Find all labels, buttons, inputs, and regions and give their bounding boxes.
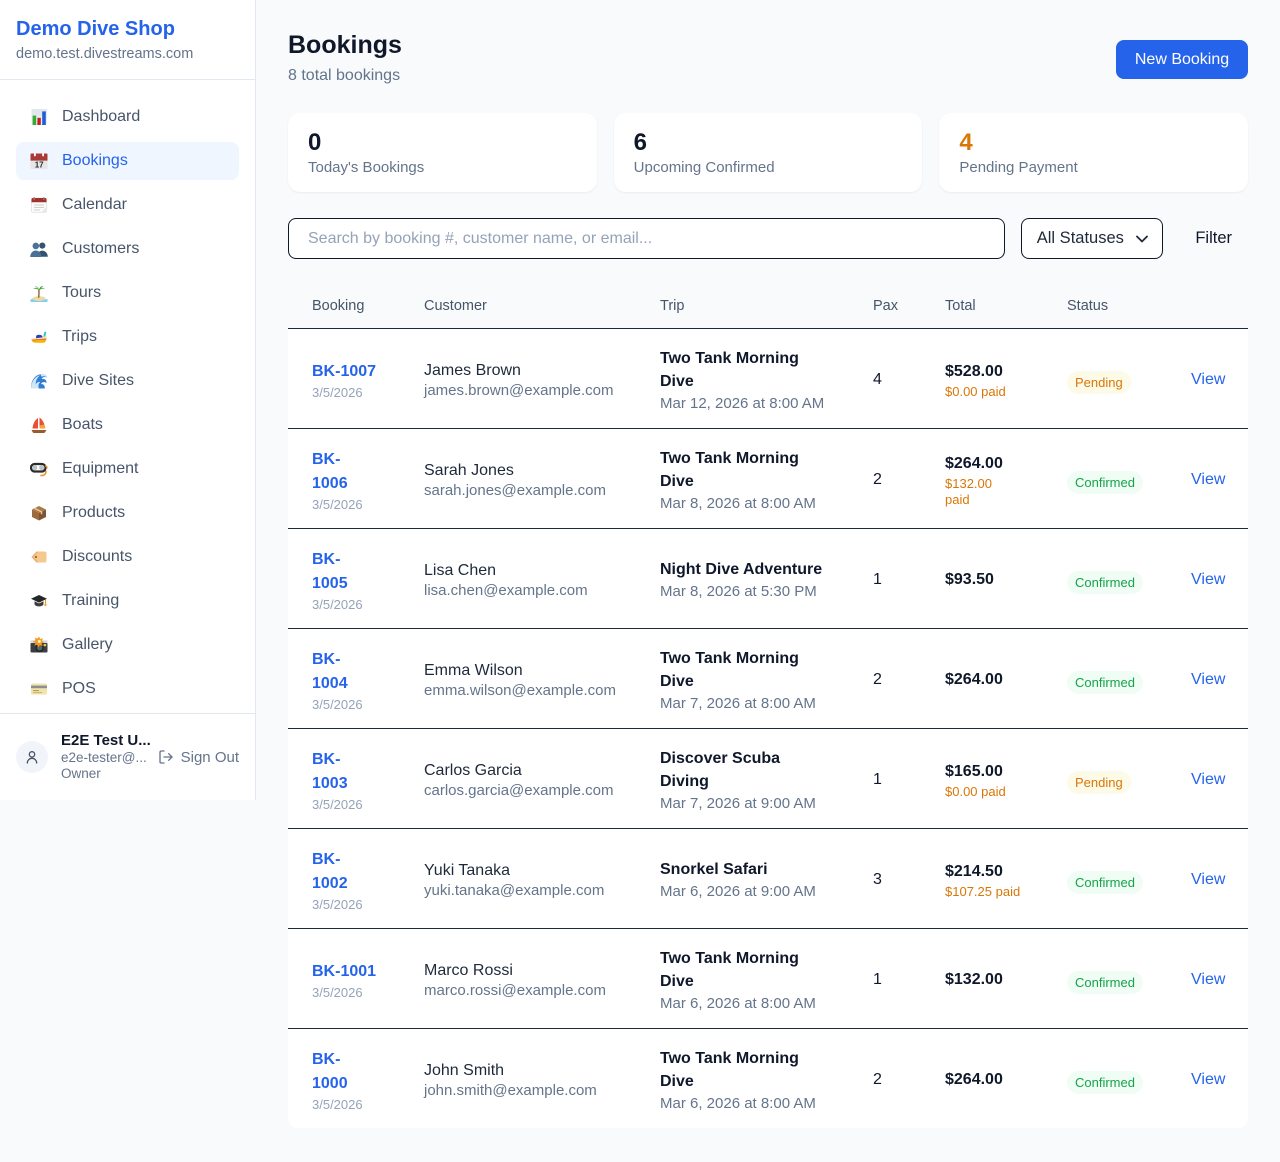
svg-text:17: 17	[35, 161, 44, 170]
